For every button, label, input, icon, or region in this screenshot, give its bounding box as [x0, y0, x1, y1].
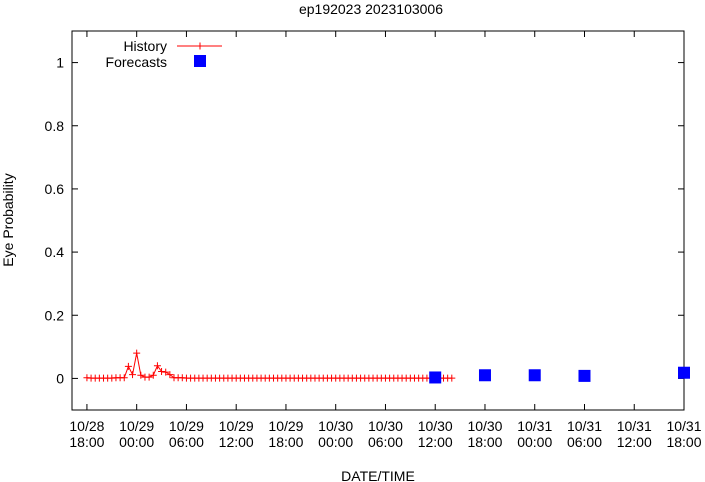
- history-point-0-9: [120, 374, 128, 382]
- legend-swatch-forecasts: [194, 55, 206, 67]
- y-axis: 0 0.2 0.4 0.6 0.8 1: [45, 55, 684, 386]
- x-tick-label-time-4: 18:00: [268, 434, 303, 450]
- history-point-0-17: [153, 362, 161, 370]
- x-tick-label-date-0: 10/28: [69, 418, 104, 434]
- x-tick-label-date-7: 10/30: [418, 418, 453, 434]
- history-point-0-20: [166, 371, 174, 379]
- x-tick-label-time-2: 06:00: [169, 434, 204, 450]
- x-tick-label-date-9: 10/31: [517, 418, 552, 434]
- y-tick-label-0: 0: [56, 370, 64, 386]
- forecast-point-2: [528, 369, 541, 382]
- x-tick-label-time-5: 00:00: [318, 434, 353, 450]
- history-point-0-88: [448, 374, 456, 382]
- x-tick-label-date-4: 10/29: [268, 418, 303, 434]
- x-tick-label-date-6: 10/30: [368, 418, 403, 434]
- x-tick-label-date-3: 10/29: [219, 418, 254, 434]
- x-tick-label-date-5: 10/30: [318, 418, 353, 434]
- plot-frame: [71, 30, 685, 411]
- x-tick-label-time-10: 06:00: [567, 434, 602, 450]
- y-tick-label-3: 0.6: [45, 181, 65, 197]
- forecast-series: [429, 366, 690, 384]
- legend: History Forecasts: [106, 38, 222, 70]
- x-axis-label: DATE/TIME: [341, 468, 415, 482]
- legend-label-history: History: [123, 38, 167, 54]
- chart-title: ep192023 2023103006: [299, 1, 443, 17]
- y-tick-label-2: 0.4: [45, 244, 65, 260]
- history-point-0-13: [137, 371, 145, 379]
- x-tick-label-time-11: 12:00: [617, 434, 652, 450]
- x-tick-label-date-10: 10/31: [567, 418, 602, 434]
- forecast-point-4: [678, 366, 690, 379]
- y-tick-label-5: 1: [56, 55, 64, 71]
- x-tick-label-time-7: 12:00: [418, 434, 453, 450]
- history-point-0-16: [149, 371, 157, 379]
- history-line-0: [86, 353, 452, 379]
- forecast-point-3: [578, 369, 591, 382]
- x-tick-label-time-0: 18:00: [69, 434, 104, 450]
- history-point-0-19: [162, 368, 170, 376]
- x-tick-label-date-11: 10/31: [617, 418, 652, 434]
- y-tick-label-1: 0.2: [45, 307, 65, 323]
- x-tick-label-date-8: 10/30: [467, 418, 502, 434]
- legend-swatch-history-cross: [196, 42, 204, 50]
- x-tick-label-time-6: 06:00: [368, 434, 403, 450]
- forecast-point-1: [478, 369, 491, 382]
- x-tick-label-time-1: 00:00: [119, 434, 154, 450]
- y-tick-label-4: 0.8: [45, 118, 65, 134]
- history-point-0-12: [133, 349, 141, 357]
- x-tick-label-date-2: 10/29: [169, 418, 204, 434]
- legend-label-forecasts: Forecasts: [106, 54, 167, 70]
- history-point-0-18: [158, 367, 166, 375]
- y-axis-label: Eye Probability: [0, 173, 16, 266]
- history-series: [83, 349, 456, 382]
- x-tick-label-time-12: 18:00: [666, 434, 701, 450]
- x-tick-label-time-3: 12:00: [219, 434, 254, 450]
- history-point-0-10: [124, 362, 132, 370]
- x-tick-label-time-9: 00:00: [517, 434, 552, 450]
- history-point-0-11: [129, 371, 137, 379]
- history-point-0-15: [145, 373, 153, 381]
- forecast-point-0: [429, 371, 442, 384]
- x-tick-label-time-8: 18:00: [467, 434, 502, 450]
- x-tick-label-date-12: 10/31: [666, 418, 701, 434]
- x-tick-label-date-1: 10/29: [119, 418, 154, 434]
- x-axis: 10/2818:0010/2900:0010/2906:0010/2912:00…: [69, 31, 702, 450]
